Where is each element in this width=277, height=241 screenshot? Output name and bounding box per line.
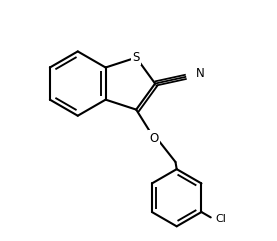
Text: N: N <box>196 67 204 80</box>
Text: O: O <box>149 132 159 145</box>
Text: Cl: Cl <box>215 214 226 224</box>
Text: S: S <box>132 51 140 64</box>
